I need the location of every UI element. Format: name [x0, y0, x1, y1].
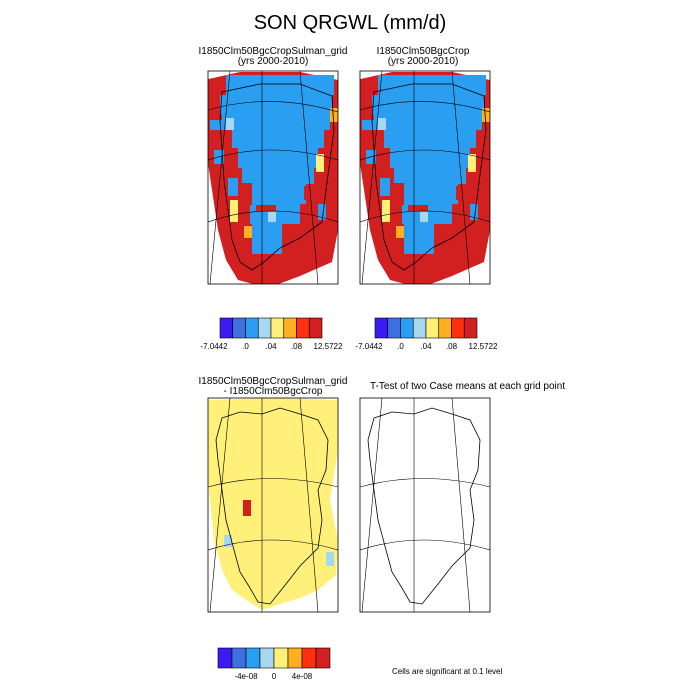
colorbar-1-swatch — [232, 317, 246, 339]
colorbar-1-swatch — [257, 317, 272, 339]
colorbar-3-swatch — [301, 647, 317, 669]
panel1-cell-lightblue — [226, 118, 234, 130]
panel2-cell-yellow — [382, 200, 390, 222]
significance-note: Cells are significant at 0.1 level — [392, 667, 503, 676]
panel4-map — [359, 397, 491, 613]
panel3-cell-lightblue2 — [326, 552, 334, 566]
colorbar-2-tick-label: 12.5722 — [469, 342, 498, 351]
colorbar-3: -4e-08 0 4e-08 — [217, 647, 331, 681]
panel3-land-yellow — [208, 398, 338, 610]
panel1-frame — [207, 70, 339, 285]
panel3-coastline — [215, 407, 329, 605]
panel1-cells-red-inner — [240, 183, 316, 211]
panel2-cell-lightblue2 — [420, 212, 428, 222]
panel1-cell-orange2 — [244, 226, 252, 238]
colorbar-1-swatch — [308, 317, 323, 339]
colorbar-3-swatch — [231, 647, 247, 669]
colorbar-2-tick-label: .04 — [420, 342, 432, 351]
colorbar-1: -7.0442 .0 .04 .08 12.5722 — [200, 317, 343, 351]
panel3-title-line2: - I1850Clm50BgcCrop — [223, 386, 323, 397]
colorbar-3-swatch — [245, 647, 261, 669]
colorbar-1-swatch — [296, 317, 310, 339]
colorbar-2-swatch — [400, 317, 414, 339]
panel1-cell-yellow — [230, 200, 238, 222]
colorbar-2-swatch — [438, 317, 452, 339]
panel3-cell-lightblue — [224, 535, 232, 547]
colorbar-1-tick-label: .08 — [291, 342, 303, 351]
panel2-cells-blue — [362, 75, 486, 254]
panel2-map — [359, 70, 491, 285]
colorbar-2-swatch — [451, 317, 465, 339]
colorbar-3-tick-label: -4e-08 — [234, 672, 258, 681]
panel2-title: I1850Clm50BgcCrop (yrs 2000-2010) — [346, 47, 500, 67]
panel1-title-line1: I1850Clm50BgcCropSulman_grid — [198, 46, 348, 57]
panel2-coastline — [371, 83, 487, 271]
colorbar-1-tick-label: .04 — [265, 342, 277, 351]
panel4-title-line1: T-Test of two Case means at each grid po… — [370, 381, 566, 392]
panel2-title-line1: I1850Clm50BgcCrop — [376, 46, 470, 57]
panel3-map — [207, 397, 339, 613]
panel1-cell-yellow2 — [316, 154, 324, 172]
panel2-cells-red-inner — [392, 183, 468, 211]
colorbar-2-swatch — [387, 317, 401, 339]
colorbar-2-tick-label: .08 — [446, 342, 458, 351]
panel2-cell-orange — [482, 108, 490, 122]
panel2-cell-lightblue — [378, 118, 386, 130]
panel1-title: I1850Clm50BgcCropSulman_grid (yrs 2000-2… — [196, 47, 350, 67]
panel1-coastline — [219, 83, 335, 271]
colorbar-3-swatch — [259, 647, 275, 669]
colorbar-3-swatch — [287, 647, 303, 669]
colorbar-2-swatch — [412, 317, 427, 339]
colorbar-1-tick-label: 12.5722 — [314, 342, 343, 351]
panel1-cell-orange — [330, 108, 338, 122]
colorbar-1-swatch — [219, 317, 234, 339]
panel4-coastline — [367, 407, 481, 605]
colorbar-3-swatch — [273, 647, 289, 669]
panel3-frame — [207, 397, 339, 613]
panel4-title: T-Test of two Case means at each grid po… — [370, 381, 566, 392]
panel1-title-line2: (yrs 2000-2010) — [237, 56, 309, 67]
panel2-title-line2: (yrs 2000-2010) — [387, 56, 459, 67]
colorbar-3-tick-label: 4e-08 — [292, 672, 313, 681]
panel1-map — [207, 70, 339, 285]
figure-title: SON QRGWL (mm/d) — [253, 12, 447, 34]
colorbar-2-tick-label: -7.0442 — [355, 342, 383, 351]
panel2-frame — [359, 70, 491, 285]
colorbar-2: -7.0442 .0 .04 .08 12.5722 — [355, 317, 498, 351]
panel1-cell-lightblue2 — [268, 212, 276, 222]
colorbar-2-swatch — [374, 317, 389, 339]
colorbar-2-tick-label: .0 — [397, 342, 404, 351]
panel2-cell-orange2 — [396, 226, 404, 238]
colorbar-1-swatch — [245, 317, 259, 339]
panel2-cell-yellow2 — [468, 154, 476, 172]
panel3-cell-red — [243, 500, 251, 516]
colorbar-3-swatch — [315, 647, 331, 669]
colorbar-2-swatch — [425, 317, 440, 339]
panel3-title-line1: I1850Clm50BgcCropSulman_grid — [198, 376, 348, 387]
panel3-title: I1850Clm50BgcCropSulman_grid - I1850Clm5… — [196, 377, 350, 397]
colorbar-3-tick-label: 0 — [272, 672, 277, 681]
colorbar-2-swatch — [463, 317, 478, 339]
colorbar-1-tick-label: .0 — [242, 342, 249, 351]
colorbar-1-swatch — [283, 317, 297, 339]
colorbar-1-swatch — [270, 317, 285, 339]
colorbar-1-tick-label: -7.0442 — [200, 342, 228, 351]
colorbar-3-swatch — [217, 647, 233, 669]
panel4-frame — [359, 397, 491, 613]
